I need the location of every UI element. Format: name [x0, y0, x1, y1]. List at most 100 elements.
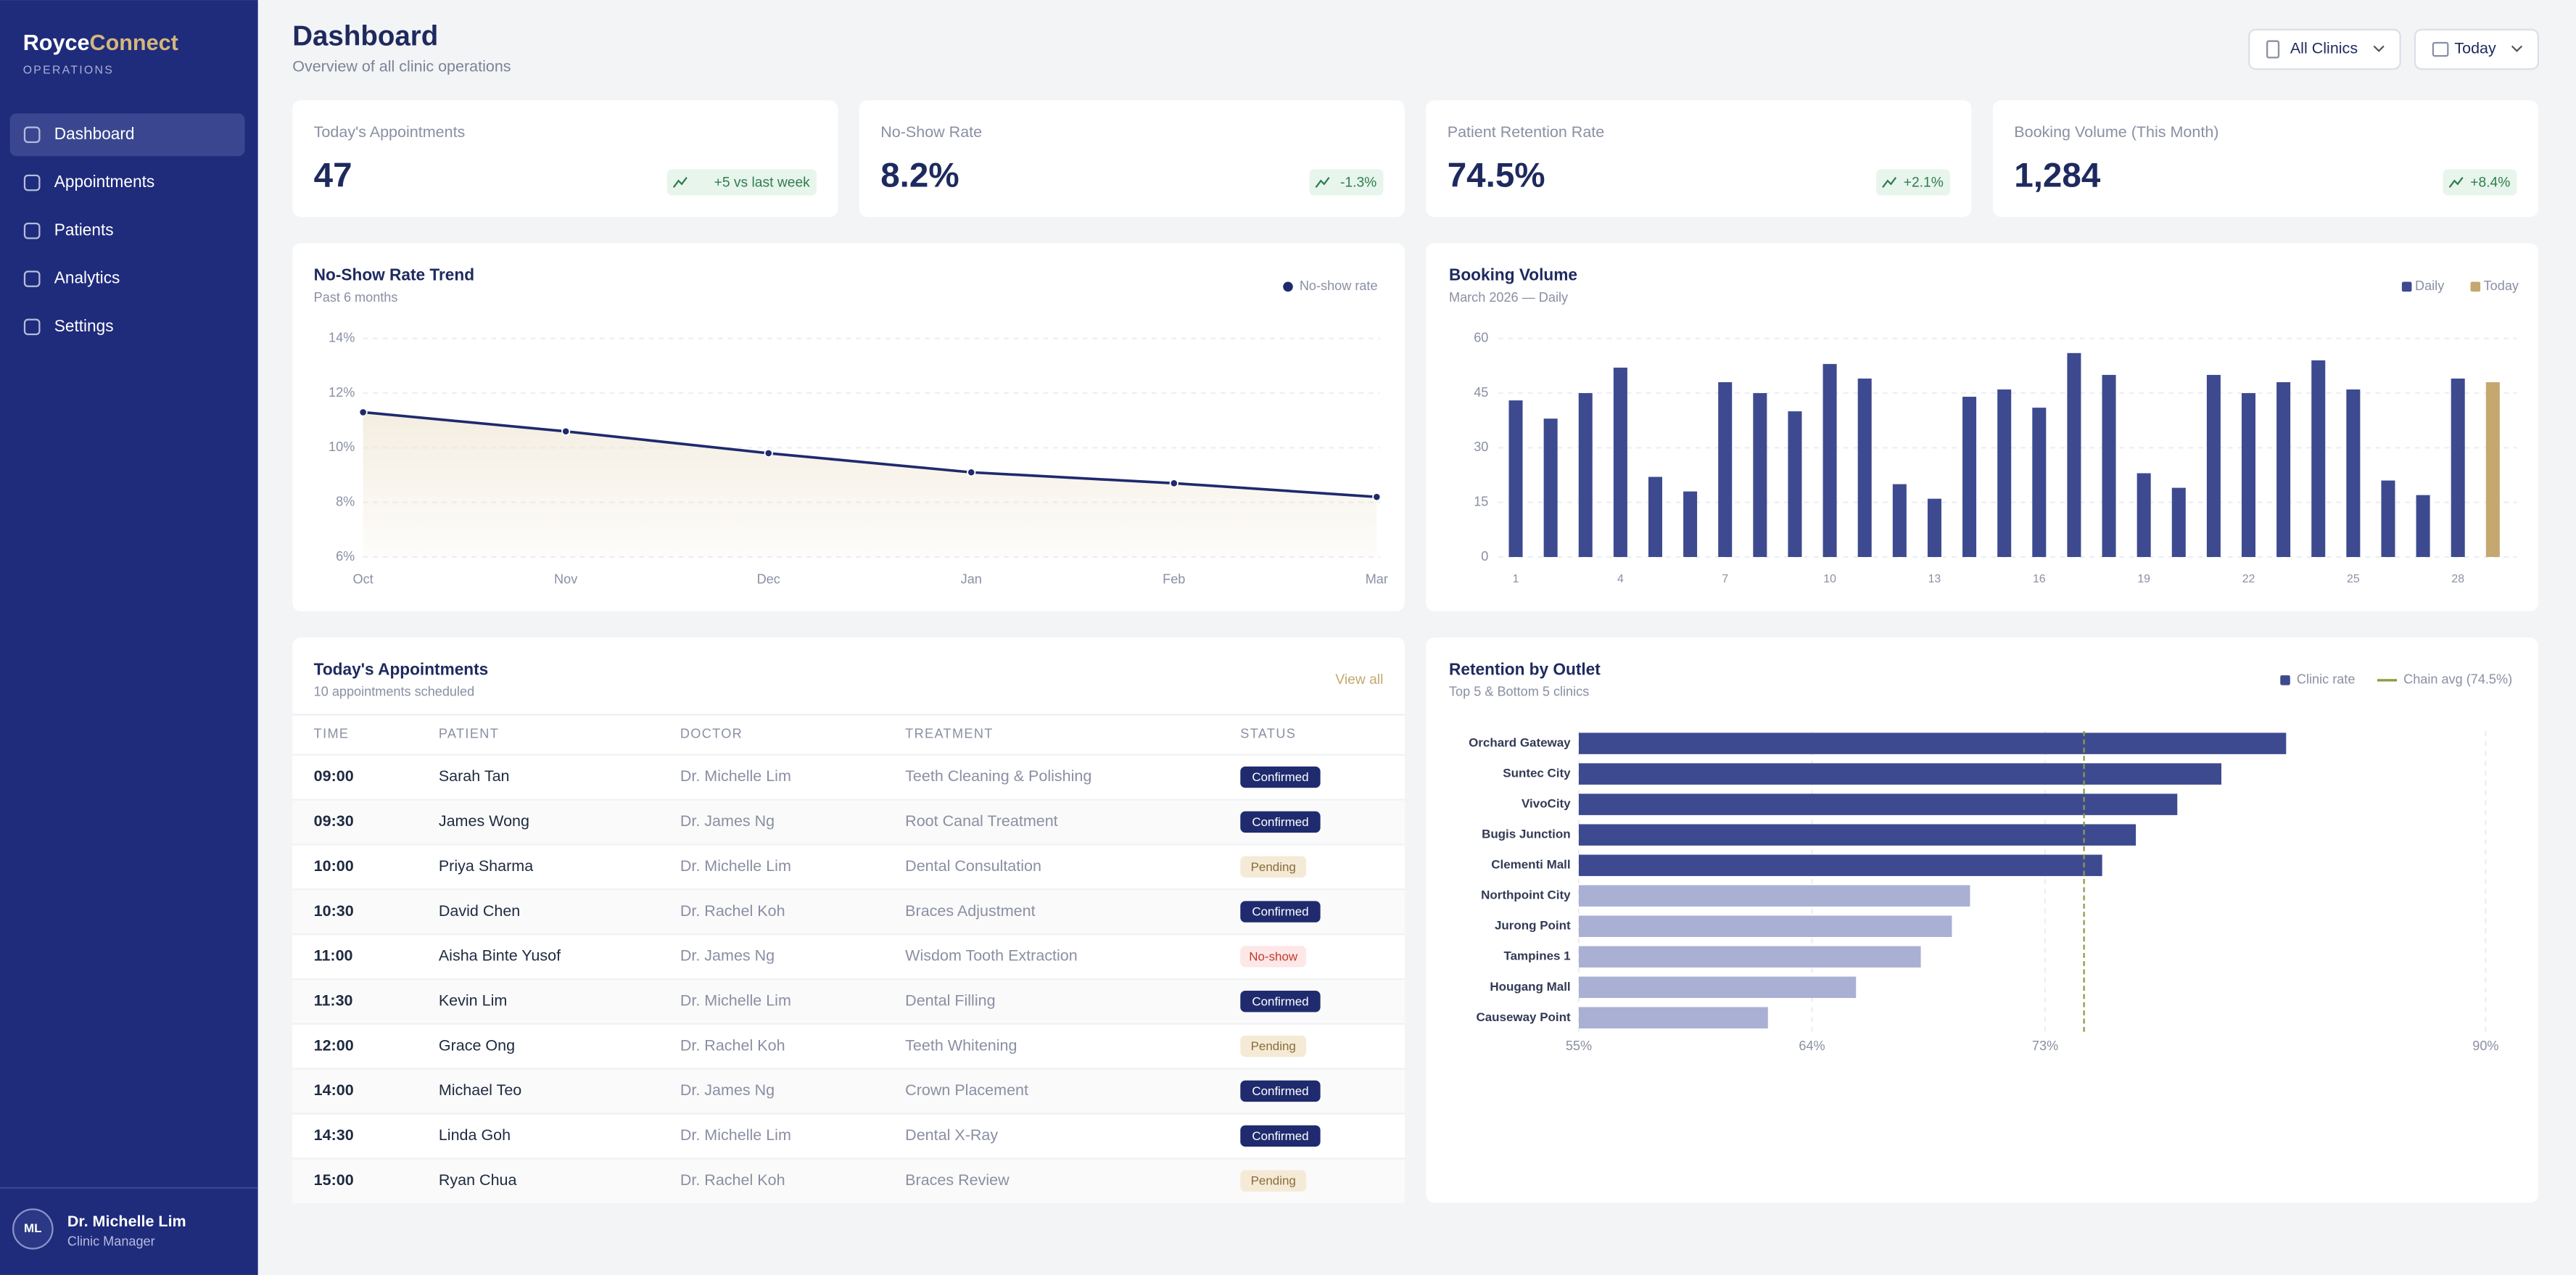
x-tick-label: 10	[1823, 573, 1836, 585]
x-tick-label: 19	[2137, 573, 2150, 585]
time-cell: 14:00	[314, 1081, 354, 1099]
y-tick-label: 6%	[336, 549, 355, 564]
bar	[1788, 411, 1802, 557]
chart-title: Retention by Outlet	[1449, 659, 1601, 678]
table-cell: Teeth Cleaning & Polishing	[905, 767, 1091, 785]
bar	[1578, 793, 2178, 815]
table-cell: Dental Filling	[905, 991, 995, 1009]
y-tick-label: 45	[1474, 385, 1488, 400]
status-pill	[1240, 1170, 1307, 1192]
chevron	[2373, 45, 2385, 52]
legend-label: Daily	[2415, 278, 2445, 293]
avatar-initials: ML	[24, 1221, 42, 1235]
filter-box[interactable]	[2248, 28, 2401, 70]
filter-date[interactable]: Today	[2414, 28, 2540, 70]
bar	[2416, 495, 2430, 557]
table-row	[292, 754, 1405, 800]
table-row	[292, 1023, 1405, 1069]
trend-icon	[1882, 177, 1897, 188]
legend-marker	[2280, 675, 2290, 685]
x-tick-label: 64%	[1799, 1039, 1825, 1053]
bar	[2311, 360, 2326, 557]
nav-item[interactable]: Appointments	[54, 172, 154, 191]
avatar	[12, 1208, 54, 1250]
nav-item[interactable]: Patients	[54, 220, 114, 239]
time-cell: 09:00	[314, 767, 354, 785]
bar	[1613, 367, 1627, 557]
status-label: Confirmed	[1252, 994, 1308, 1008]
y-tick-label: 30	[1474, 440, 1488, 454]
x-tick-label: Nov	[554, 572, 577, 586]
point	[764, 448, 773, 458]
status-label: Confirmed	[1252, 770, 1308, 784]
kpi-delta: +8.4%	[2470, 176, 2510, 191]
status-label: No-show	[1249, 950, 1298, 964]
x-tick-label: 22	[2242, 573, 2255, 585]
kpi-card	[859, 100, 1405, 218]
filter-clinics[interactable]: All Clinics	[2248, 28, 2401, 70]
line	[363, 410, 1377, 498]
table-cell: Wisdom Tooth Extraction	[905, 947, 1078, 965]
y-tick-label: Suntec City	[1503, 767, 1571, 780]
x-tick-label: Oct	[353, 572, 373, 586]
kpi-value: 74.5%	[1448, 156, 1545, 194]
page-subtitle: Overview of all clinic operations	[292, 58, 511, 75]
x-tick-label: 7	[1722, 573, 1728, 585]
nav-item[interactable]: Settings	[54, 316, 114, 335]
filter-label[interactable]: All Clinics	[2290, 40, 2358, 57]
page-title: Dashboard	[292, 20, 438, 51]
kpi-delta-bg	[666, 169, 817, 196]
status-pill	[1240, 991, 1321, 1012]
table-cell: Dr. Michelle Lim	[680, 767, 791, 785]
table-cell: Michael Teo	[439, 1081, 521, 1099]
nav-icon	[23, 271, 41, 287]
bar	[2346, 389, 2361, 557]
table-cell: Aisha Binte Yusof	[439, 947, 561, 965]
brand-a: Royce	[23, 30, 90, 55]
x-tick-label: 16	[2033, 573, 2046, 585]
legend-marker	[1283, 281, 1293, 292]
bar	[1718, 381, 1733, 557]
chart-title: No-Show Rate Trend	[314, 265, 474, 284]
time-cell: 14:30	[314, 1126, 354, 1144]
table-cell: Sarah Tan	[439, 767, 510, 785]
table-row	[292, 934, 1405, 979]
table-row	[292, 844, 1405, 890]
chart-subtitle: Top 5 & Bottom 5 clinics	[1449, 685, 1589, 699]
table-cell: Dr. Michelle Lim	[680, 1126, 791, 1144]
kpi-label: Booking Volume (This Month)	[2014, 123, 2218, 141]
legend-label: Today	[2484, 278, 2519, 293]
bar	[1683, 491, 1698, 557]
kpi-label: Patient Retention Rate	[1448, 123, 1605, 141]
filter-box[interactable]	[2414, 28, 2540, 70]
kpi-delta-bg	[1309, 169, 1384, 196]
nav-active	[9, 113, 245, 157]
nav-item[interactable]: Analytics	[54, 268, 120, 287]
filter-icon	[2432, 41, 2449, 57]
bar	[1753, 393, 1767, 557]
table-subtitle: 10 appointments scheduled	[314, 685, 475, 699]
kpi-card	[1426, 100, 1972, 218]
user-role: Clinic Manager	[67, 1234, 155, 1248]
table-row	[292, 978, 1405, 1024]
trend-icon	[1315, 177, 1330, 188]
bar	[1578, 885, 1970, 907]
user-name: Dr. Michelle Lim	[67, 1213, 186, 1230]
time-cell: 15:00	[314, 1171, 354, 1189]
filter-label[interactable]: Today	[2454, 40, 2496, 57]
nav-item[interactable]: Dashboard	[54, 124, 135, 143]
legend-marker	[2401, 281, 2412, 292]
y-tick-label: Northpoint City	[1481, 888, 1571, 902]
status-label: Confirmed	[1252, 1084, 1308, 1098]
y-tick-label: Tampines 1	[1504, 949, 1571, 963]
bar	[2032, 408, 2047, 557]
column-header: TIME	[314, 726, 350, 740]
y-tick-label: VivoCity	[1522, 797, 1571, 811]
view-all-link[interactable]: View all	[1335, 672, 1383, 688]
table-row	[292, 889, 1405, 935]
table-cell: Root Canal Treatment	[905, 812, 1058, 830]
bar	[1997, 389, 2012, 557]
table-cell: Grace Ong	[439, 1036, 515, 1054]
bar	[1822, 363, 1837, 557]
